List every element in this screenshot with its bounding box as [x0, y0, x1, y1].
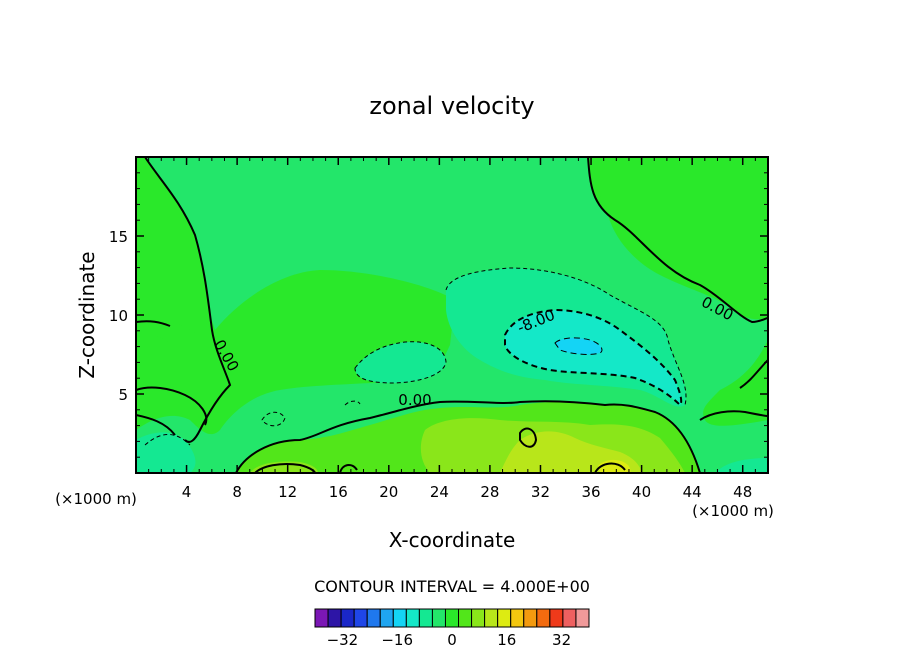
colorbar-swatch — [418, 608, 433, 628]
contour-lines-minus8 — [504, 308, 683, 407]
colorbar-swatch — [562, 608, 577, 628]
contour-minus12 — [554, 337, 603, 355]
y-axis: 5 10 15 — [109, 172, 768, 458]
contour-zero-left-bottom — [136, 414, 176, 436]
contour-minus4-small1 — [261, 411, 286, 427]
contour-zero-left — [144, 157, 232, 443]
colorbar-swatch — [431, 608, 446, 628]
region-right-pos — [588, 157, 768, 320]
contour-minus8 — [504, 308, 683, 407]
region-minus10 — [505, 310, 682, 405]
contour-zero-center — [235, 400, 701, 473]
y-tick-label: 5 — [118, 386, 128, 404]
colorbar-swatch — [366, 608, 381, 628]
region-right-bottom-neg — [715, 458, 768, 473]
x-axis-label: X-coordinate — [389, 528, 516, 552]
contour-zero-small2 — [519, 427, 538, 448]
plot-area — [136, 157, 768, 473]
contour-zero-small3 — [594, 462, 626, 473]
contour-minus4-small2 — [344, 400, 361, 406]
colorbar-swatch — [536, 608, 551, 628]
colorbar-swatch — [353, 608, 368, 628]
region-left-bottom-neg — [136, 432, 196, 473]
colorbar-swatch — [471, 608, 486, 628]
x-tick-label: 12 — [278, 483, 297, 501]
contour-lines-negative — [144, 267, 687, 446]
x-unit-right: (×1000 m) — [692, 502, 774, 520]
colorbar-swatch — [497, 608, 512, 628]
x-tick-label: 16 — [329, 483, 348, 501]
colorbar-swatch — [523, 608, 538, 628]
x-tick-label: 44 — [683, 483, 702, 501]
region-minus6-blob — [355, 341, 446, 383]
colorbar-swatch — [484, 608, 499, 628]
colorbar-label: −16 — [381, 631, 413, 649]
colorbar-swatch — [379, 608, 394, 628]
contour-minus4-left — [144, 434, 191, 446]
y-tick-label: 15 — [109, 228, 128, 246]
contour-label: 0.00 — [398, 391, 431, 409]
y-tick-label: 10 — [109, 307, 128, 325]
colorbar-swatch — [392, 608, 407, 628]
colorbar-label: 32 — [552, 631, 571, 649]
x-tick-label: 32 — [531, 483, 550, 501]
x-tick-label: 8 — [232, 483, 242, 501]
contour-zero-small1 — [339, 464, 358, 473]
colorbar-swatch — [340, 608, 355, 628]
contour-interval: CONTOUR INTERVAL = 4.000E+00 — [314, 577, 590, 596]
region-left-pos-2 — [136, 333, 178, 357]
x-tick-label: 36 — [581, 483, 600, 501]
colorbar-label: 16 — [497, 631, 516, 649]
region-minus14 — [555, 337, 602, 355]
colorbar-label: 0 — [447, 631, 457, 649]
x-tick-label: 48 — [733, 483, 752, 501]
contour-minus4-top — [445, 267, 687, 406]
contour-zero-left-lower — [136, 320, 171, 327]
colorbar-swatch — [327, 608, 342, 628]
contour-minus4-blob — [354, 341, 447, 384]
contour-zero-left-curve — [136, 386, 208, 426]
contour-zero-bottom-loop — [254, 463, 316, 473]
colorbar-swatch — [444, 608, 460, 628]
colorbar-swatch — [405, 608, 420, 628]
y-axis-label: Z-coordinate — [75, 251, 99, 378]
colorbar-swatch — [510, 608, 525, 628]
colorbar-swatch — [575, 608, 590, 628]
region-neg-small — [136, 157, 768, 473]
x-tick-label: 24 — [430, 483, 449, 501]
colorbar-label: −32 — [327, 631, 359, 649]
contour-zero-right-lower — [699, 410, 768, 421]
region-left-pos — [136, 157, 212, 336]
x-unit-left: (×1000 m) — [55, 490, 137, 508]
contour-lines — [136, 157, 768, 473]
colorbar-swatch — [549, 608, 564, 628]
x-axis: 4 8 12 16 20 24 28 32 36 40 44 48 — [148, 157, 756, 501]
colorbar-swatch — [458, 608, 473, 628]
colorbar-swatch — [314, 608, 329, 628]
x-tick-label: 4 — [182, 483, 192, 501]
colorbar: −32 −16 0 16 32 — [314, 608, 590, 649]
x-tick-label: 20 — [379, 483, 398, 501]
chart-title: zonal velocity — [369, 92, 534, 120]
x-tick-label: 40 — [632, 483, 651, 501]
x-tick-label: 28 — [480, 483, 499, 501]
contour-zero-right — [587, 157, 768, 324]
